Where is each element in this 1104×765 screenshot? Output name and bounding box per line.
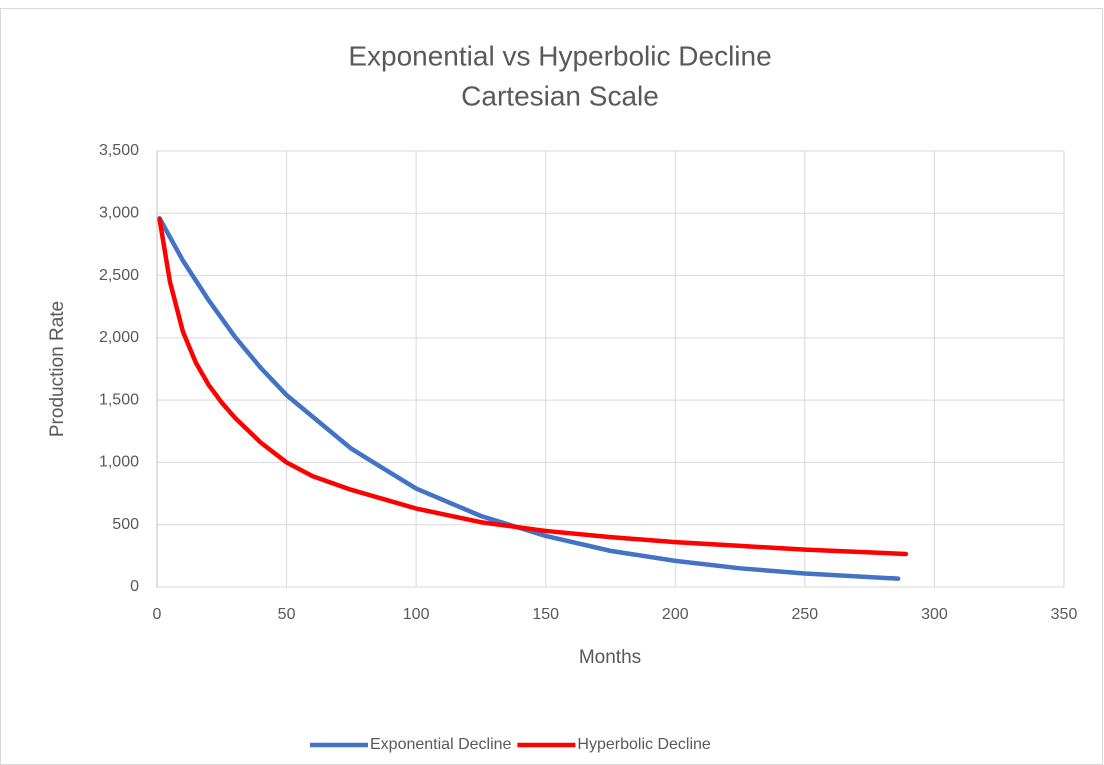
y-axis-label: Production Rate: [47, 301, 68, 437]
x-tick-label: 200: [662, 606, 689, 623]
y-tick-label: 2,500: [99, 267, 139, 284]
x-tick-label: 0: [153, 606, 162, 623]
legend-label: Hyperbolic Decline: [577, 736, 710, 753]
chart-border: [0, 8, 1103, 765]
x-tick-label: 300: [921, 606, 948, 623]
y-tick-label: 1,500: [99, 391, 139, 408]
y-tick-label: 500: [112, 516, 139, 533]
y-tick-label: 0: [130, 578, 139, 595]
y-tick-label: 1,000: [99, 454, 139, 471]
chart-title: Exponential vs Hyperbolic Decline: [348, 40, 771, 71]
x-axis-label: Months: [579, 647, 641, 668]
x-tick-label: 350: [1051, 606, 1078, 623]
x-tick-label: 250: [792, 606, 819, 623]
legend-label: Exponential Decline: [370, 736, 512, 753]
x-tick-label: 100: [403, 606, 430, 623]
chart-subtitle: Cartesian Scale: [461, 80, 659, 111]
line-series: [157, 216, 901, 581]
y-tick-label: 2,000: [99, 329, 139, 346]
x-tick-label: 150: [532, 606, 559, 623]
line-series: [157, 217, 909, 557]
y-tick-label: 3,000: [99, 205, 139, 222]
x-tick-label: 50: [278, 606, 296, 623]
y-tick-label: 3,500: [99, 142, 139, 159]
